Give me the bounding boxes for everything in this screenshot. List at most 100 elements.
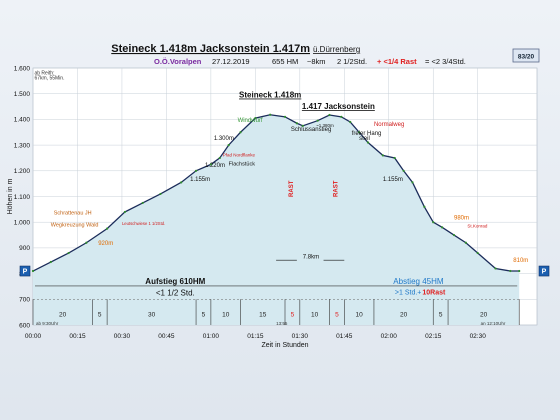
segment-minutes: 20 xyxy=(480,312,488,319)
annotation-label: ab 9:30Uhr xyxy=(36,321,59,326)
parking-end-icon xyxy=(538,265,550,277)
peak-label: Steineck 1.418m xyxy=(239,91,301,100)
y-axis-label: Höhen in m xyxy=(7,178,14,214)
segment-minutes: 10 xyxy=(356,312,364,319)
segment-minutes: 5 xyxy=(202,312,206,319)
region-label: O.Ö.Voralpen xyxy=(154,57,202,66)
profile-point xyxy=(227,144,230,147)
profile-point xyxy=(254,117,257,120)
profile-point xyxy=(106,227,109,230)
profile-point xyxy=(239,131,242,134)
chart-header: Steineck 1.418m Jacksonstein 1.417m ü.Dü… xyxy=(111,43,540,66)
profile-point xyxy=(366,141,370,144)
segment-minutes: 10 xyxy=(311,312,319,319)
x-tick-label: 02:30 xyxy=(470,333,487,340)
segment-minutes: 20 xyxy=(400,312,408,319)
y-tick-label: 900 xyxy=(19,245,30,252)
annotation-label: 920m xyxy=(98,241,113,247)
profile-point xyxy=(432,221,435,224)
profile-point xyxy=(301,124,304,127)
annotation-label: Pfad Nordflanke xyxy=(223,153,256,158)
x-tick-label: 01:45 xyxy=(336,333,353,340)
altitude-gain-label: 655 HM xyxy=(272,57,298,66)
profile-point xyxy=(518,269,521,273)
y-tick-label: 1.100 xyxy=(14,194,31,201)
profile-point xyxy=(411,181,414,184)
rest-label: RAST xyxy=(289,180,295,197)
profile-point xyxy=(180,181,183,184)
profile-point xyxy=(218,156,221,160)
page-badge-box xyxy=(512,48,540,63)
x-tick-label: 02:15 xyxy=(425,333,442,340)
x-tick-label: 00:15 xyxy=(69,333,86,340)
profile-point xyxy=(476,251,479,255)
x-tick-label: 00:45 xyxy=(158,333,175,340)
elevation-line xyxy=(32,114,520,272)
x-axis-label: Zeit in Stunden xyxy=(261,342,308,349)
annotation-label: Windwurf xyxy=(238,118,263,124)
profile-point xyxy=(141,201,144,205)
profile-point xyxy=(452,233,456,237)
annotation-label: 1.220m xyxy=(205,163,225,169)
annotation-label: 7.8km xyxy=(303,255,319,261)
annotation-label: Flachstück xyxy=(229,162,256,168)
segment-bar: 20 5 30 5 10 15 5 10 5 10 20 5 20 xyxy=(32,285,520,325)
parking-start-icon xyxy=(19,265,31,277)
profile-point xyxy=(340,115,343,118)
annotation-label: 1.300m xyxy=(214,136,234,142)
x-tick-label: 01:15 xyxy=(247,333,264,340)
ascent-time: <1 1/2 Std. xyxy=(156,288,195,297)
y-tick-label: 1.600 xyxy=(14,65,31,72)
segment-minutes: 5 xyxy=(439,312,443,319)
profile-point xyxy=(381,154,384,157)
distance-label: ~8km xyxy=(307,57,326,66)
profile-point xyxy=(423,205,426,208)
annotation-label: 1.155m xyxy=(383,177,403,183)
profile-point xyxy=(464,241,467,244)
segment-minutes: 15 xyxy=(259,312,267,319)
profile-point xyxy=(393,156,396,160)
segment-minutes: 10 xyxy=(222,312,230,319)
rest-bands: RAST RAST xyxy=(289,180,339,197)
profile-point xyxy=(67,251,70,255)
annotation-label: Normalweg xyxy=(374,122,404,128)
elevation-fill xyxy=(33,114,520,325)
profile-point xyxy=(49,260,52,264)
y-tick-label: 700 xyxy=(19,297,30,304)
annotation-label: ab Reith: xyxy=(34,70,54,76)
profile-point xyxy=(402,169,405,172)
annotation-label: an 12:10Uhr xyxy=(481,321,506,326)
segment-minutes: 5 xyxy=(291,312,295,319)
x-tick-label: 00:00 xyxy=(25,333,42,340)
annotation-label: 980m xyxy=(454,216,469,222)
descent-title: Abstieg 45HM xyxy=(393,277,444,286)
profile-point xyxy=(194,169,198,172)
segment-minutes: 5 xyxy=(98,312,102,319)
descent-summary: Abstieg 45HM >1 Std.+ 10Rast xyxy=(393,277,446,297)
rest-time-label: + <1/4 Rast xyxy=(377,57,417,66)
profile-point xyxy=(283,115,287,118)
parking-end-marker: P xyxy=(538,265,550,277)
profile-point xyxy=(494,267,497,270)
total-time-label: = <2 3/4Std. xyxy=(425,57,466,66)
walk-time-label: 2 1/2Std. xyxy=(337,57,367,66)
y-tick-label: 1.000 xyxy=(14,220,31,227)
profile-point xyxy=(509,269,512,273)
y-tick-label: 1.200 xyxy=(14,168,31,175)
annotation-label: Schlussanstieg xyxy=(291,127,331,133)
y-tick-label: 1.500 xyxy=(14,91,31,98)
peak-label: 1.417 Jacksonstein xyxy=(302,102,375,111)
annotation-label: 1.155m xyxy=(190,177,210,183)
profile-point xyxy=(349,120,352,124)
rest-label: RAST xyxy=(333,180,339,197)
profile-point xyxy=(316,119,319,122)
annotation-label: Leutschwiese 1 1/2Std. xyxy=(122,221,165,226)
date-label: 27.12.2019 xyxy=(212,57,250,66)
y-tick-label: 600 xyxy=(19,322,30,329)
profile-point xyxy=(269,113,272,116)
annotation-label: St.Konrad xyxy=(467,223,488,228)
page-badge: 83/20 xyxy=(518,54,535,61)
x-tick-label: 00:30 xyxy=(114,333,131,340)
x-tick-label: 01:00 xyxy=(203,333,220,340)
